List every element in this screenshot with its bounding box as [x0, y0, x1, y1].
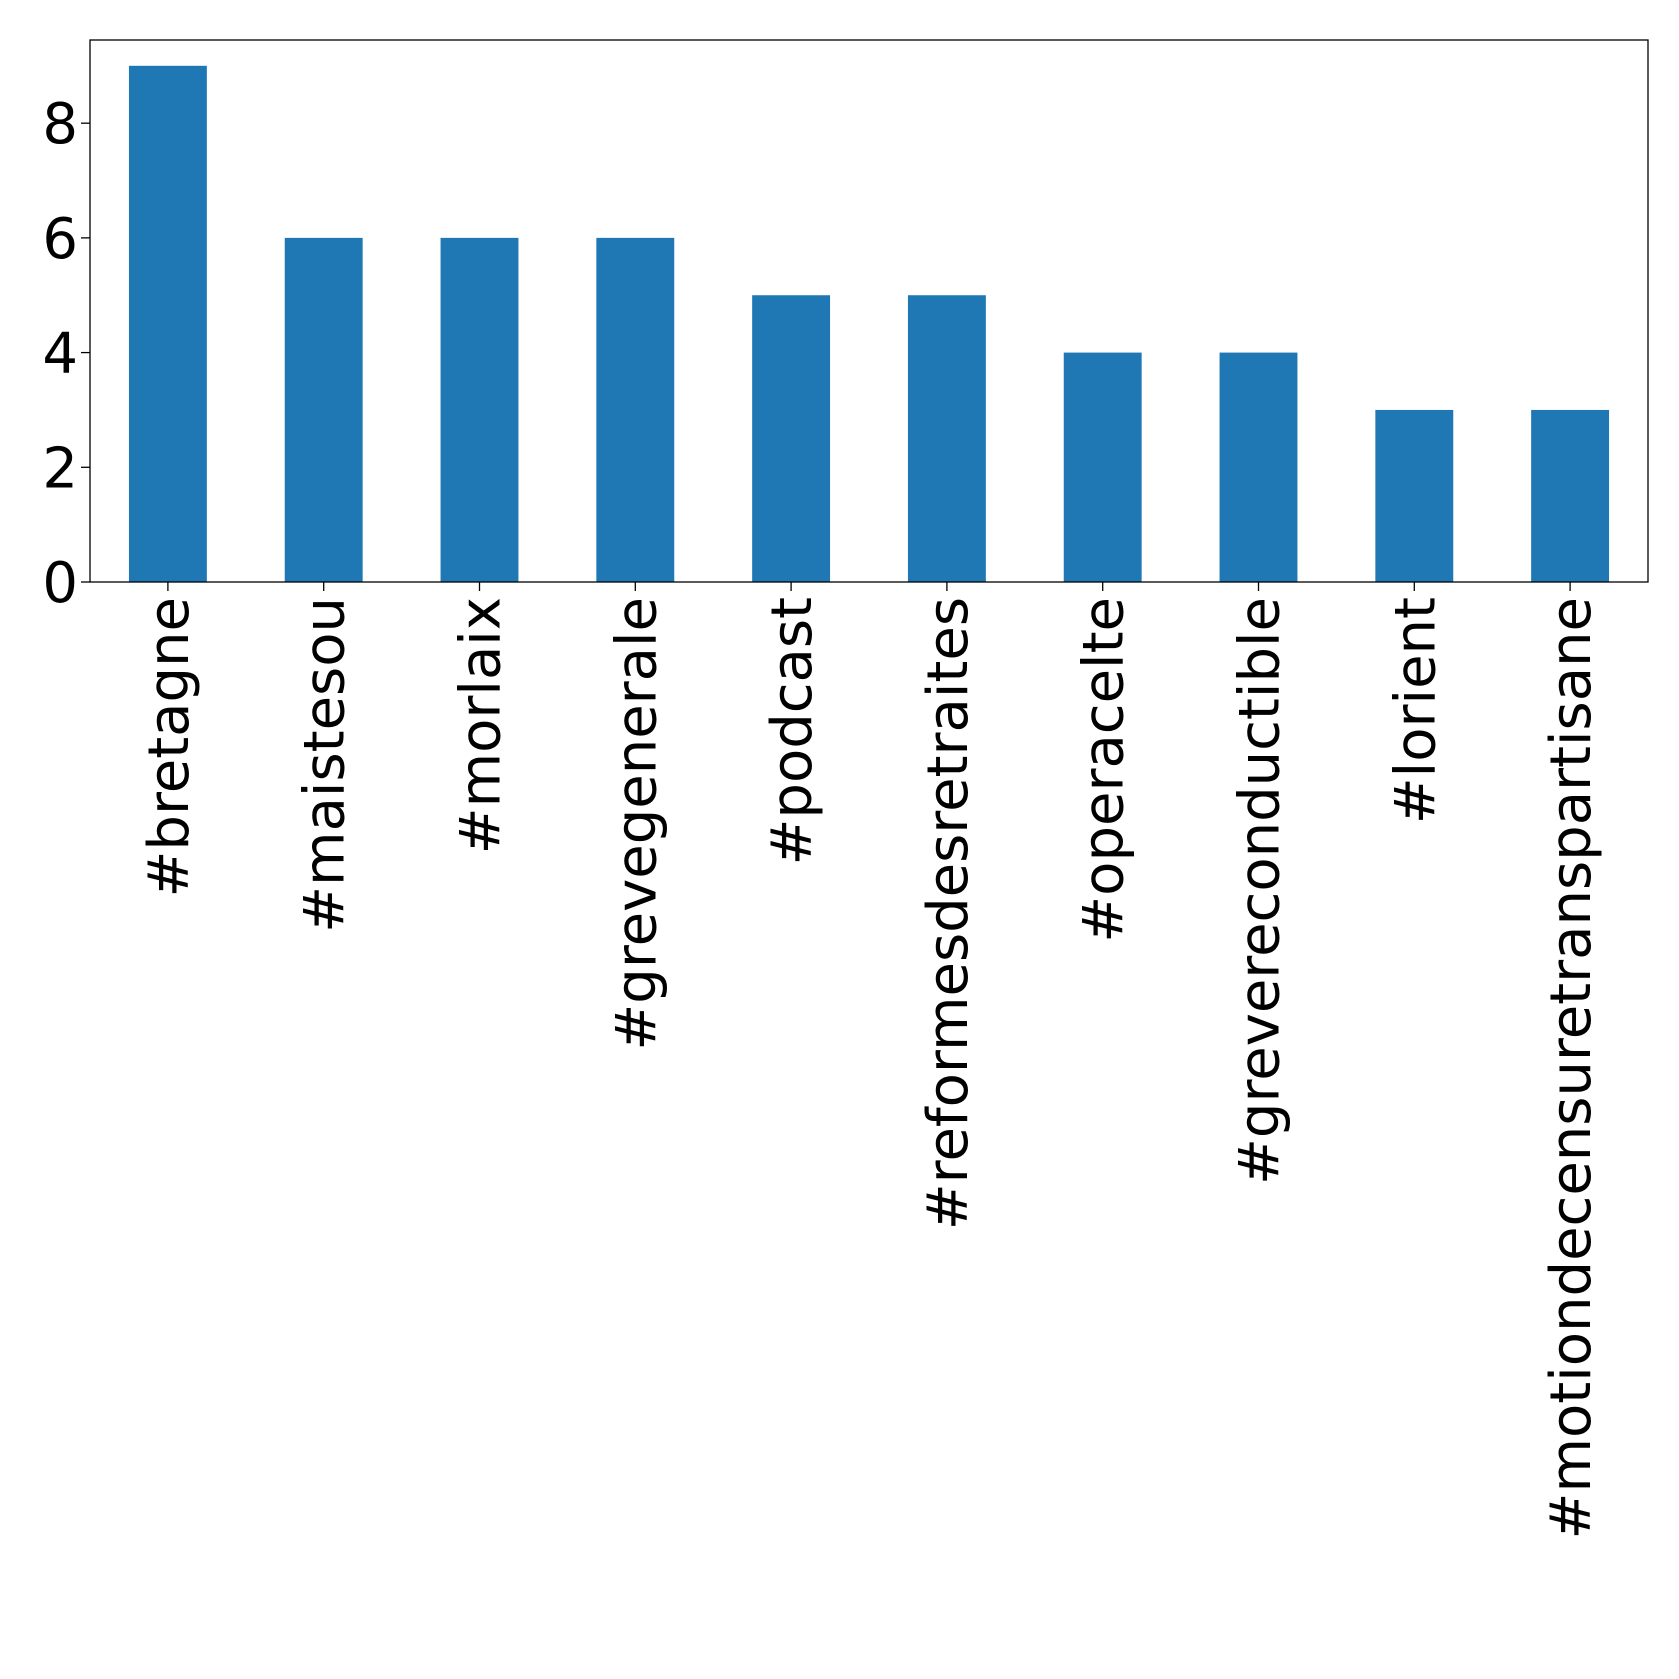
x-tick-label: #bretagne [137, 597, 202, 897]
y-tick-label: 0 [42, 551, 78, 616]
x-tick-label: #podcast [760, 597, 825, 866]
x-tick-label: #reformesdesretraites [916, 597, 981, 1230]
bars-group [128, 65, 1610, 583]
x-tick-label: #maistesou [293, 597, 358, 933]
plot-frame [89, 39, 1649, 583]
bar-bretagne [128, 65, 207, 583]
bar-operacelte [1063, 352, 1142, 582]
bar-reformesdesretraites [907, 295, 986, 582]
y-tick-label: 4 [42, 322, 78, 387]
bar-motiondecensuretranspartisane [1531, 409, 1610, 582]
bar-maistesou [284, 237, 363, 582]
y-tick-label: 6 [42, 207, 78, 272]
bar-morlaix [440, 237, 519, 582]
x-tick-label: #operacelte [1072, 597, 1137, 943]
x-tick-label: #grevereconductible [1228, 597, 1293, 1185]
x-tick-label: #morlaix [449, 597, 514, 854]
y-axis: 0 2 4 6 8 [42, 92, 90, 616]
x-tick-label: #grevegenerale [604, 597, 669, 1051]
bar-podcast [752, 295, 831, 582]
bar-grevegenerale [596, 237, 675, 582]
y-tick-label: 2 [42, 436, 78, 501]
bar-lorient [1375, 409, 1454, 582]
x-tick-label: #lorient [1383, 597, 1448, 824]
bar-grevereconductible [1219, 352, 1298, 582]
x-axis: #bretagne #maistesou #morlaix #grevegeneral… [137, 582, 1604, 1539]
x-tick-label: #motiondecensuretranspartisane [1539, 597, 1604, 1539]
y-tick-label: 8 [42, 92, 78, 157]
